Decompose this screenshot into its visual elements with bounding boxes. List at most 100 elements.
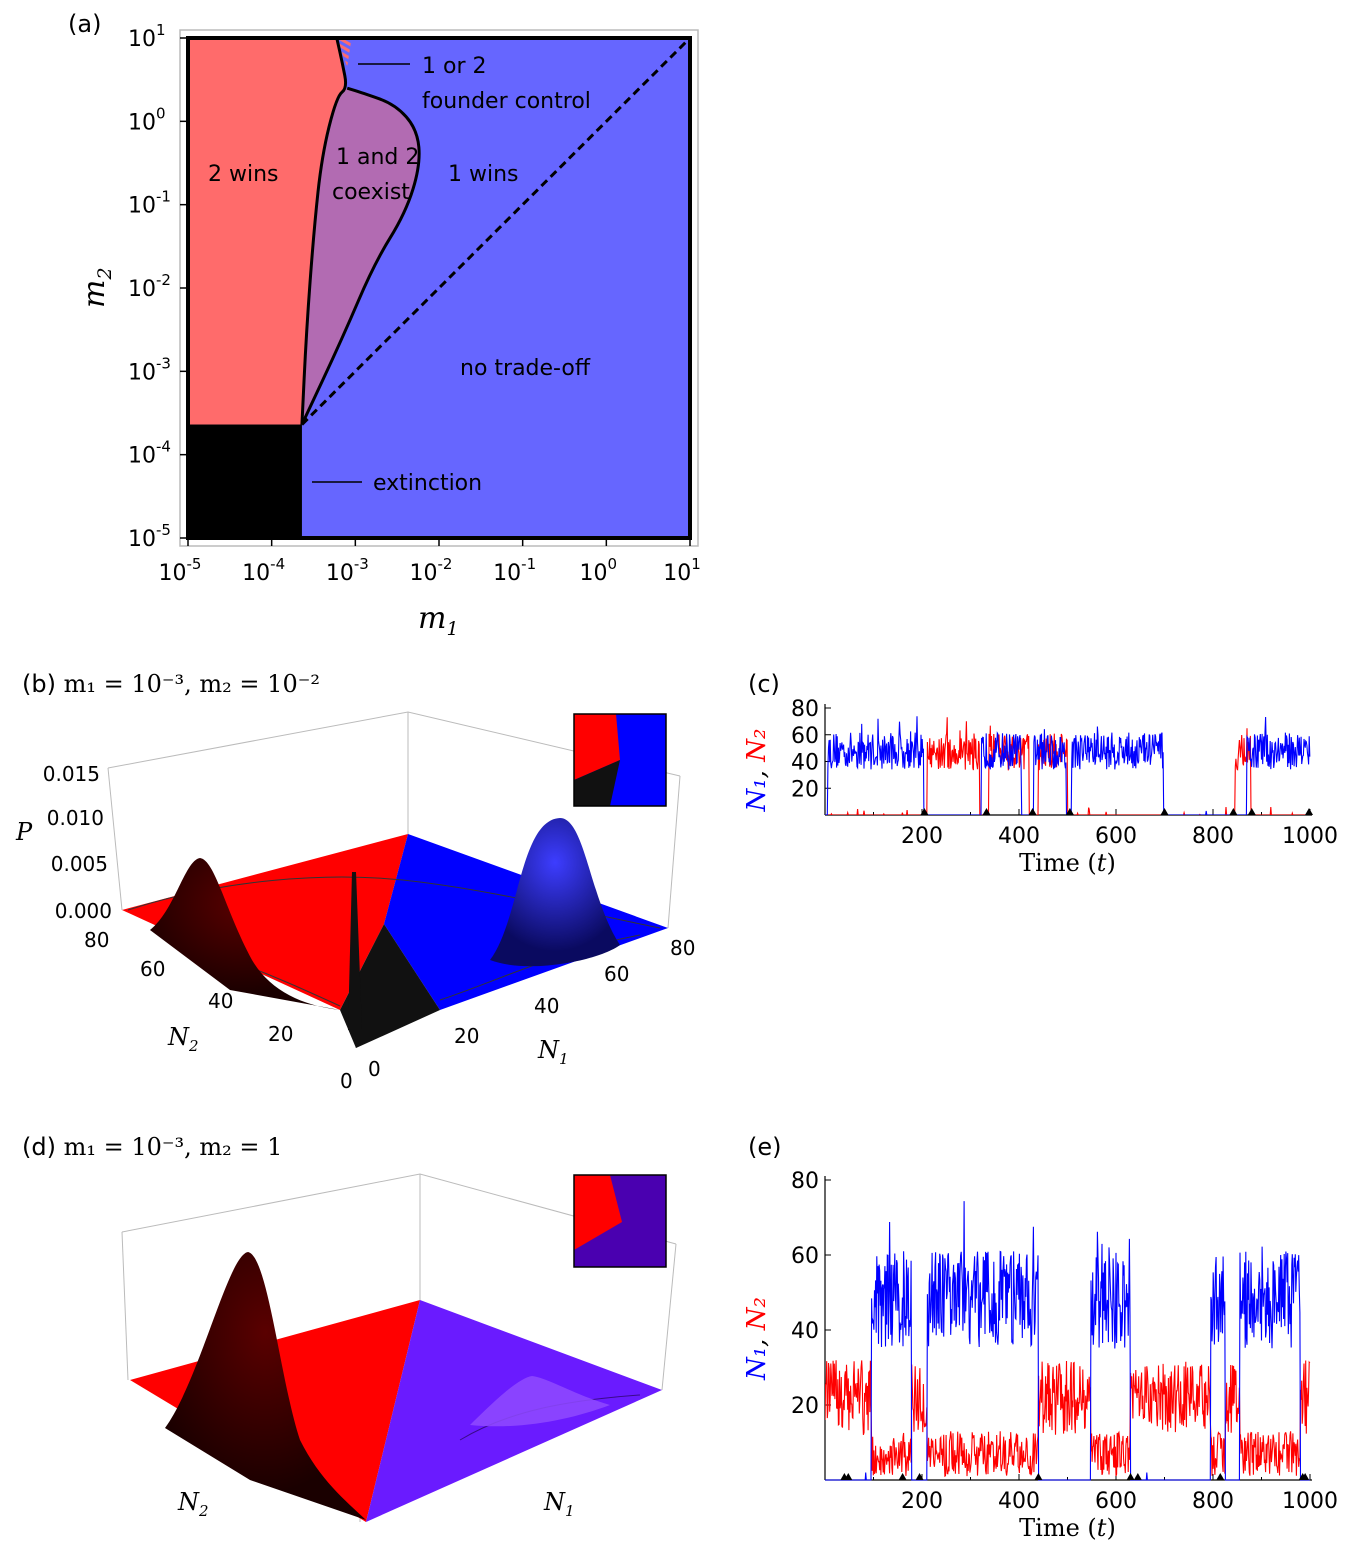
d-inset (573, 1174, 667, 1268)
b-zticks: 0.015 0.010 0.005 0.000 (43, 762, 112, 923)
switch-marker (1247, 808, 1256, 815)
b-n2-tick: 60 (140, 957, 165, 981)
b-ztick: 0.015 (43, 762, 100, 786)
ts-ytick-label: 80 (791, 697, 819, 722)
ts-ytick-label: 60 (791, 1244, 819, 1269)
b-n1-ticks: 0 20 40 60 80 (368, 936, 695, 1081)
b-zlabel: P (15, 818, 33, 846)
b-n1-tick: 20 (454, 1024, 479, 1048)
b-ztick: 0.010 (47, 806, 104, 830)
ts-ylabel-n2: N₂ (742, 729, 772, 763)
a-xtick-exp: 1 (691, 555, 701, 573)
a-ytick-label: 10-5 (128, 521, 171, 552)
a-ytick-label: 10-3 (128, 354, 171, 385)
a-xtick-label: 10-2 (410, 555, 453, 586)
ts-xtick-label: 200 (901, 1489, 943, 1514)
b-inset (573, 713, 667, 807)
a-xtick-exp: -5 (187, 555, 202, 573)
b-peak-black-spike (348, 872, 362, 1030)
ts-ytick-label: 80 (791, 1169, 819, 1194)
ts-ytick-label: 60 (791, 724, 819, 749)
d-n2-label: N2 (177, 1488, 209, 1520)
switch-marker (844, 1473, 853, 1480)
series-n1 (825, 1201, 1310, 1481)
b-peak-red (150, 858, 340, 1010)
boundary-left (300, 38, 348, 425)
b-n1-tick: 40 (534, 994, 559, 1018)
ts-ylabel-n1: N₁ (742, 1347, 772, 1381)
ts-xlabel: Time (t) (1019, 849, 1116, 877)
switch-marker (920, 808, 929, 815)
a-ytick-exp: 1 (156, 21, 166, 39)
panel-d-3d-plot: N2 N1 (121, 1173, 677, 1522)
a-ytick-exp: 0 (156, 104, 166, 122)
switch-marker (1133, 1473, 1142, 1480)
panel-e-plot: 200 400 600 800 1000 20 40 60 80 Time (t) N₁, N₂ (742, 1169, 1338, 1542)
switch-marker (1028, 808, 1037, 815)
switch-marker (1229, 808, 1238, 815)
no-tradeoff-diagonal (300, 38, 690, 426)
ts-series-group (825, 716, 1311, 815)
region-extinction (188, 424, 302, 538)
d-box-edge (121, 1231, 129, 1381)
d-box-edge (661, 1243, 677, 1391)
a-xtick-label: 101 (663, 555, 701, 586)
b-n1-tick: 60 (604, 962, 629, 986)
ts-ylabel-n2: N₂ (742, 1297, 772, 1331)
d-n1-label: N1 (543, 1488, 575, 1520)
ts-xtick-label: 600 (1095, 824, 1137, 849)
a-ytick-exp: -4 (156, 438, 171, 456)
ts-xtick-label: 800 (1192, 1489, 1234, 1514)
ts-ylabel-comma: , (742, 762, 772, 779)
ts-xlabel-var: t (1097, 849, 1107, 877)
label-two-wins: 2 wins (208, 162, 279, 187)
b-box-edge (107, 767, 123, 911)
switch-marker (982, 808, 991, 815)
a-xtick-label: 10-4 (242, 555, 285, 586)
ts-ylabel-n1: N₁ (742, 778, 772, 812)
ts-ylabel-comma: , (742, 1330, 772, 1347)
a-ytick-label: 101 (128, 21, 166, 52)
panel-a-ylabel: m2 (77, 267, 116, 308)
ts-xtick-label: 800 (1192, 824, 1234, 849)
a-ytick-label: 10-4 (128, 438, 171, 469)
d-peak-purple (470, 1376, 610, 1427)
switch-marker (1216, 1473, 1225, 1480)
a-xtick-exp: -4 (270, 555, 285, 573)
label-founder-2: founder control (422, 89, 591, 114)
a-xtick-label: 100 (580, 555, 618, 586)
ts-xlabel-close: ) (1106, 1514, 1115, 1542)
b-peak-blue (490, 818, 620, 967)
region-founder-control (336, 38, 352, 67)
switch-marker (898, 1473, 907, 1480)
a-ytick-label: 100 (128, 104, 166, 135)
ts-xtick-label: 600 (1095, 1489, 1137, 1514)
ts-xtick-label: 1000 (1282, 1489, 1338, 1514)
a-xtick-label: 10-3 (326, 555, 369, 586)
ts-xlabel: Time (t) (1019, 1514, 1116, 1542)
a-xtick-label: 10-1 (493, 555, 536, 586)
b-box-edge (667, 775, 681, 929)
label-coexist-1: 1 and 2 (336, 145, 419, 170)
label-no-tradeoff: no trade-off (460, 356, 591, 381)
b-n2-tick: 80 (84, 928, 109, 952)
a-xtick-exp: -2 (438, 555, 453, 573)
a-xtick-exp: 0 (608, 555, 618, 573)
b-ztick: 0.005 (51, 852, 108, 876)
b-n1-tick: 80 (670, 936, 695, 960)
b-n2-tick: 20 (268, 1022, 293, 1046)
ts-ytick-label: 40 (791, 1319, 819, 1344)
b-n2-ticks: 80 60 40 20 0 (84, 928, 353, 1093)
a-ytick-label: 10-2 (128, 271, 171, 302)
ts-ylabel: N₁, N₂ (742, 729, 772, 813)
switch-marker (1065, 808, 1074, 815)
label-one-wins: 1 wins (448, 162, 519, 187)
series-n1 (825, 716, 1311, 815)
panel-a-ticks: 10-5 10-4 10-3 10-2 10-1 100 10110-510-410-310… (128, 21, 701, 586)
ts-xtick-label: 200 (901, 824, 943, 849)
ts-xlabel-close: ) (1106, 849, 1115, 877)
panel-e-label: (e) (748, 1133, 782, 1161)
ts-ylabel: N₁, N₂ (742, 1297, 772, 1381)
